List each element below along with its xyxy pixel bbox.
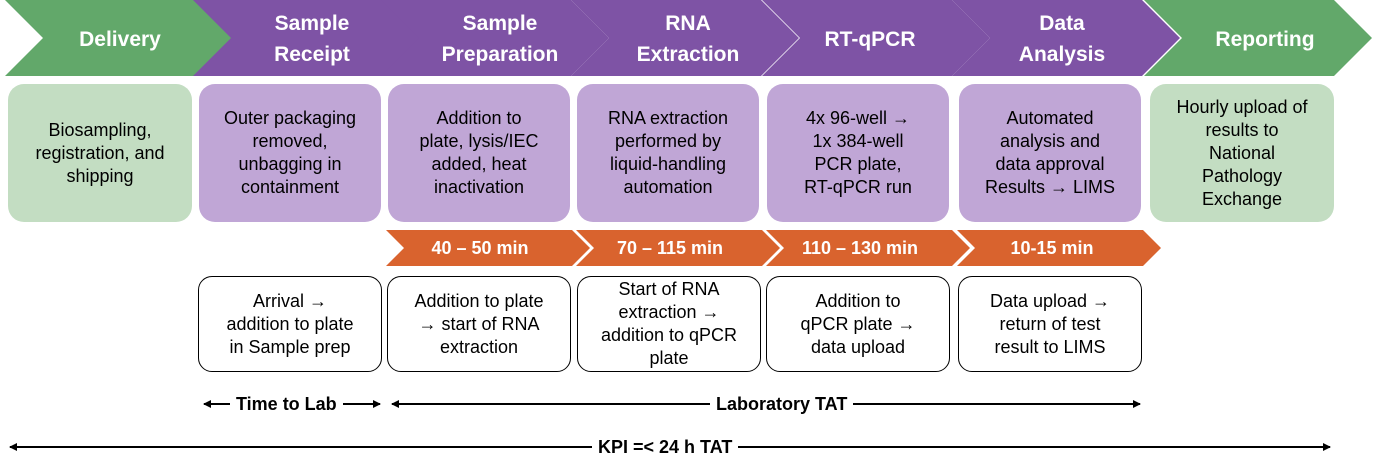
interval-qpcr-to-upload: Addition to qPCR plate → data upload [766,276,950,372]
stage-chevron-2 [381,0,609,76]
stage-chevron-0 [5,0,233,76]
stage-chevron-4 [762,0,990,76]
laboratory-tat-label: Laboratory TAT [710,393,854,415]
stage-label-rt-qpcr: RT-qPCR [824,27,916,51]
interval-upload-to-lims: Data upload → return of test result to L… [958,276,1142,372]
stage-label-reporting: Reporting [1215,27,1315,51]
description-rna-extraction: RNA extraction performed by liquid-handl… [577,84,759,222]
duration-bar-0 [386,230,590,266]
stage-chevron-6 [1144,0,1372,76]
interval-plate-to-rna: Addition to plate → start of RNA extract… [387,276,571,372]
duration-bar-1 [576,230,780,266]
duration-rna-extraction: 70 – 115 min [616,238,724,258]
time-to-lab-label: Time to Lab [230,393,343,415]
description-rt-qpcr: 4x 96-well → 1x 384-well PCR plate, RT-q… [767,84,949,222]
interval-arrival-to-plate: Arrival → addition to plate in Sample pr… [198,276,382,372]
stage-chevron-3 [571,0,799,76]
description-delivery: Biosampling, registration, and shipping [8,84,192,222]
stage-chevron-5 [952,0,1180,76]
description-data-analysis: Automated analysis and data approval Res… [959,84,1141,222]
stage-label-data-analysis: Data Analysis [1018,12,1106,66]
stage-label-rna-extraction: RNA Extraction [636,12,740,66]
kpi-label: KPI =< 24 h TAT [592,436,739,458]
stage-label-sample-preparation: Sample Preparation [441,12,559,66]
stage-chevron-1 [193,0,421,76]
duration-sample-preparation: 40 – 50 min [431,238,529,258]
interval-rna-to-qpcr: Start of RNA extraction → addition to qP… [577,276,761,372]
duration-bar-2 [766,230,970,266]
stage-label-sample-receipt: Sample Receipt [274,12,350,66]
duration-data-analysis: 10-15 min [1010,238,1094,258]
stage-label-delivery: Delivery [79,27,161,51]
duration-rt-qpcr: 110 – 130 min [801,238,919,258]
description-reporting: Hourly upload of results to National Pat… [1150,84,1334,222]
duration-bar-3 [957,230,1161,266]
description-sample-receipt: Outer packaging removed, unbagging in co… [199,84,381,222]
description-sample-preparation: Addition to plate, lysis/IEC added, heat… [388,84,570,222]
